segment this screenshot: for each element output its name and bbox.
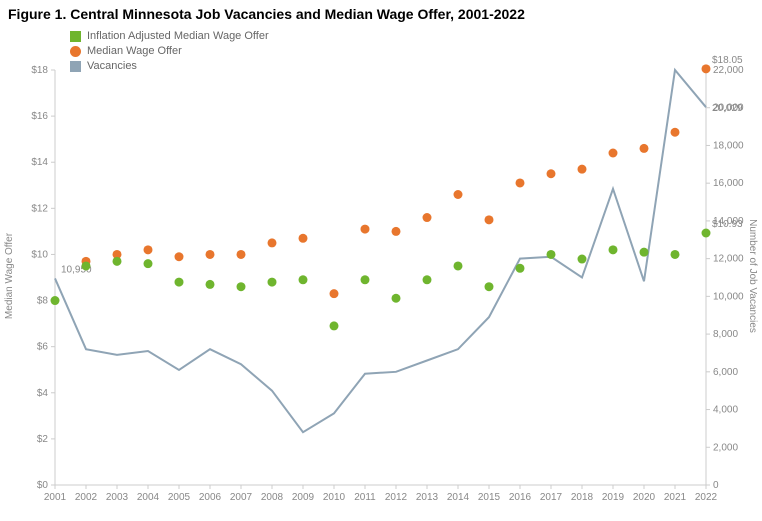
svg-text:$2: $2 <box>37 434 49 445</box>
inflation-adj-point <box>423 275 432 284</box>
inflation-adj-point <box>547 250 556 259</box>
svg-text:6,000: 6,000 <box>713 367 738 378</box>
y-axis-left-label: Median Wage Offer <box>4 232 15 318</box>
vacancies-label: 20,029 <box>712 103 743 114</box>
inflation-adj-point <box>237 282 246 291</box>
svg-text:$10: $10 <box>31 249 48 260</box>
svg-text:12,000: 12,000 <box>713 254 744 265</box>
median-wage-point <box>206 250 215 259</box>
svg-text:10,000: 10,000 <box>713 291 744 302</box>
inflation-adj-point <box>113 257 122 266</box>
chart-area: Median Wage Offer Number of Job Vacancie… <box>0 30 762 521</box>
inflation-adj-point <box>640 248 649 257</box>
y-axis-right-label: Number of Job Vacancies <box>747 219 758 333</box>
inflation-adj-point <box>702 229 711 238</box>
svg-text:2019: 2019 <box>602 492 625 503</box>
inflation-adj-point <box>454 261 463 270</box>
svg-text:2020: 2020 <box>633 492 656 503</box>
inflation-adj-point <box>516 264 525 273</box>
inflation-adj-point <box>206 280 215 289</box>
median-wage-point <box>547 169 556 178</box>
svg-text:2,000: 2,000 <box>713 442 738 453</box>
inflation-adj-point <box>485 282 494 291</box>
median-wage-point <box>423 213 432 222</box>
median-wage-point <box>702 64 711 73</box>
inflation-adj-point <box>609 245 618 254</box>
svg-text:2017: 2017 <box>540 492 563 503</box>
median-wage-point <box>485 215 494 224</box>
median-wage-point <box>671 128 680 137</box>
svg-text:2011: 2011 <box>354 492 376 503</box>
svg-text:2012: 2012 <box>385 492 408 503</box>
median-wage-point <box>299 234 308 243</box>
svg-text:2013: 2013 <box>416 492 439 503</box>
inflation-adj-point <box>51 296 60 305</box>
inflation-adj-label: $10.93 <box>712 219 743 230</box>
svg-text:$6: $6 <box>37 342 49 353</box>
svg-text:2022: 2022 <box>695 492 718 503</box>
inflation-adj-point <box>578 255 587 264</box>
svg-text:2005: 2005 <box>168 492 191 503</box>
inflation-adj-point <box>175 278 184 287</box>
median-wage-point <box>175 252 184 261</box>
median-wage-point <box>144 245 153 254</box>
inflation-adj-point <box>330 321 339 330</box>
inflation-adj-point <box>299 275 308 284</box>
svg-text:$8: $8 <box>37 296 49 307</box>
svg-text:2003: 2003 <box>106 492 129 503</box>
svg-text:2016: 2016 <box>509 492 532 503</box>
svg-text:4,000: 4,000 <box>713 405 738 416</box>
chart-svg: $0 $2 $4 $6 $8 $10 $12 $14 $16 $18 0 2,000 4,000 6,00… <box>0 30 762 521</box>
svg-text:2004: 2004 <box>137 492 160 503</box>
inflation-adj-point <box>671 250 680 259</box>
chart-title: Figure 1. Central Minnesota Job Vacancie… <box>0 0 762 28</box>
inflation-adj-point <box>144 259 153 268</box>
svg-text:2006: 2006 <box>199 492 222 503</box>
svg-text:2008: 2008 <box>261 492 284 503</box>
inflation-adj-point <box>268 278 277 287</box>
svg-text:2018: 2018 <box>571 492 594 503</box>
inflation-adj-point <box>392 294 401 303</box>
svg-text:16,000: 16,000 <box>713 178 744 189</box>
median-wage-point <box>609 149 618 158</box>
svg-text:$12: $12 <box>31 203 48 214</box>
svg-text:2010: 2010 <box>323 492 346 503</box>
svg-text:2015: 2015 <box>478 492 501 503</box>
svg-text:22,000: 22,000 <box>713 65 744 76</box>
inflation-adj-point <box>361 275 370 284</box>
svg-text:2001: 2001 <box>44 492 67 503</box>
svg-text:2007: 2007 <box>230 492 253 503</box>
inflation-adj-point <box>82 261 91 270</box>
median-wage-label: $18.05 <box>712 55 743 66</box>
median-wage-point <box>516 178 525 187</box>
median-wage-point <box>578 165 587 174</box>
svg-text:2021: 2021 <box>664 492 687 503</box>
svg-text:8,000: 8,000 <box>713 329 738 340</box>
svg-text:2002: 2002 <box>75 492 98 503</box>
svg-text:$16: $16 <box>31 111 48 122</box>
svg-text:$18: $18 <box>31 65 48 76</box>
median-wage-point <box>454 190 463 199</box>
svg-text:18,000: 18,000 <box>713 140 744 151</box>
median-wage-point <box>268 238 277 247</box>
median-wage-point <box>392 227 401 236</box>
median-wage-point <box>237 250 246 259</box>
svg-text:$14: $14 <box>31 157 48 168</box>
median-wage-point <box>361 225 370 234</box>
svg-text:$4: $4 <box>37 388 49 399</box>
median-wage-point <box>640 144 649 153</box>
svg-text:$0: $0 <box>37 480 49 491</box>
median-wage-point <box>330 289 339 298</box>
vacancies-line <box>55 70 706 432</box>
svg-text:0: 0 <box>713 480 719 491</box>
svg-text:2009: 2009 <box>292 492 315 503</box>
svg-text:2014: 2014 <box>447 492 470 503</box>
